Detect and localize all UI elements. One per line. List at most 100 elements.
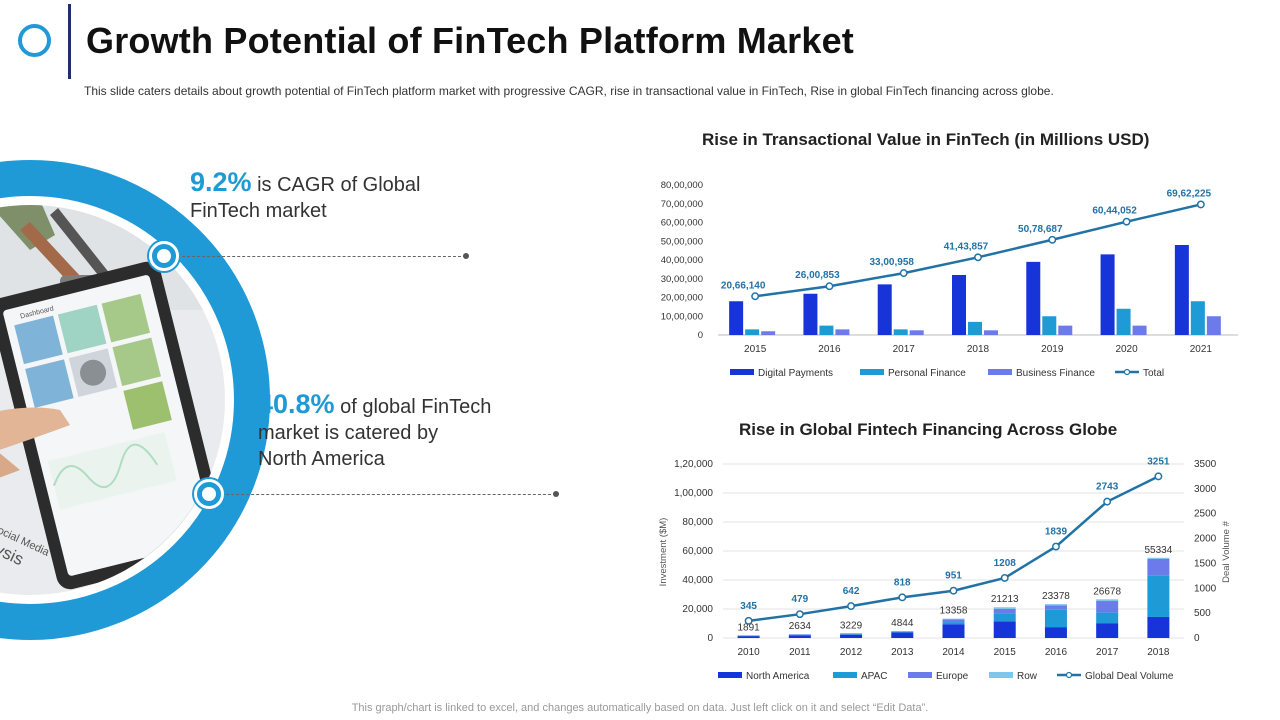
bar-north-america: [840, 634, 863, 638]
deal-volume-data-label: 951: [945, 571, 962, 582]
line-total-point: [1122, 217, 1131, 226]
x-tick-label: 2016: [1045, 647, 1068, 658]
bar-row: [993, 607, 1016, 609]
legend-label: Total: [1143, 368, 1164, 379]
legend-label: Digital Payments: [758, 368, 833, 379]
line-total-point: [1048, 235, 1057, 244]
bar-total-label: 4844: [891, 618, 914, 629]
x-tick-label: 2018: [967, 344, 990, 355]
bar-business-finance: [835, 329, 850, 335]
bar-north-america: [1044, 627, 1067, 638]
y-tick-label: 60,00,000: [661, 218, 703, 229]
legend-line-marker: [1065, 671, 1073, 679]
bar-business-finance: [909, 330, 924, 335]
callout-leader-2: [226, 494, 556, 495]
stat-cagr-value: 9.2%: [190, 167, 252, 197]
callout-node-1: [149, 241, 179, 271]
bar-total-label: 23378: [1042, 591, 1070, 602]
stat-na-text-3: North America: [258, 448, 385, 470]
y-tick-label: 10,00,000: [661, 311, 703, 322]
y-tick-label: 40,00,000: [661, 255, 703, 266]
y-tick-label: 20,00,000: [661, 293, 703, 304]
x-tick-label: 2017: [893, 344, 916, 355]
legend-line-marker: [1123, 368, 1131, 376]
chart2-title: Rise in Global Fintech Financing Across …: [739, 420, 1118, 439]
total-data-label: 60,44,052: [1092, 206, 1137, 217]
chart1-title: Rise in Transactional Value in FinTech (…: [702, 130, 1150, 149]
deal-volume-data-label: 1839: [1045, 527, 1068, 538]
line-deal-volume-point: [1051, 542, 1060, 551]
line-deal-volume-point: [1154, 472, 1163, 481]
x-tick-label: 2018: [1147, 647, 1170, 658]
callout-leader-end-2: [553, 491, 559, 497]
y-tick-label: 20,000: [682, 604, 713, 615]
legend-label: North America: [746, 671, 810, 682]
x-tick-label: 2021: [1190, 344, 1213, 355]
y-tick-label: 80,00,000: [661, 180, 703, 191]
x-tick-label: 2019: [1041, 344, 1064, 355]
bar-row: [942, 618, 965, 620]
line-deal-volume-point: [1103, 497, 1112, 506]
deal-volume-data-label: 642: [843, 586, 860, 597]
bar-europe: [891, 631, 914, 632]
bar-north-america: [1096, 623, 1119, 638]
stat-na-text-2: market is catered by: [258, 422, 439, 444]
x-tick-label: 2011: [789, 647, 811, 658]
bar-digital-payments: [877, 284, 892, 335]
callout-node-2: [194, 479, 224, 509]
bar-total-label: 26678: [1093, 586, 1121, 597]
bar-europe: [1147, 558, 1170, 576]
legend-swatch: [718, 672, 742, 678]
bar-total-label: 13358: [940, 606, 968, 617]
bar-apac: [942, 622, 965, 625]
line-deal-volume: [748, 475, 1159, 623]
bar-north-america: [788, 635, 811, 638]
callout-leader-1: [182, 256, 466, 257]
x-tick-label: 2012: [840, 647, 863, 658]
bar-europe: [1044, 605, 1067, 610]
total-data-label: 20,66,140: [721, 280, 766, 291]
bar-personal-finance: [1042, 316, 1057, 335]
legend-label: Europe: [936, 671, 969, 682]
y2-tick-label: 2500: [1194, 509, 1217, 520]
y2-tick-label: 0: [1194, 633, 1200, 644]
bar-business-finance: [1132, 325, 1147, 335]
deal-volume-data-label: 2743: [1096, 482, 1119, 493]
y-tick-label: 0: [707, 633, 713, 644]
line-total-point: [1196, 200, 1205, 209]
x-tick-label: 2020: [1115, 344, 1138, 355]
total-data-label: 41,43,857: [944, 241, 989, 252]
bar-apac: [1147, 575, 1170, 617]
y2-tick-label: 1500: [1194, 558, 1217, 569]
y2-tick-label: 2000: [1194, 534, 1217, 545]
bar-personal-finance: [968, 321, 982, 335]
legend-swatch: [988, 369, 1012, 375]
y-tick-label: 0: [698, 330, 703, 341]
y-axis-label: Investment ($M): [658, 518, 669, 587]
title-ring-icon: [18, 24, 51, 57]
line-deal-volume-point: [898, 593, 907, 602]
bar-apac: [891, 631, 914, 633]
bar-digital-payments: [952, 275, 966, 335]
line-total-point: [825, 282, 834, 291]
callout-leader-end-1: [463, 253, 469, 259]
bar-total-label: 1891: [737, 622, 760, 633]
y2-axis-label: Deal Volume #: [1221, 520, 1232, 583]
bar-total-label: 55334: [1144, 545, 1172, 556]
bar-personal-finance: [745, 329, 760, 335]
y-tick-label: 40,000: [682, 575, 713, 586]
deal-volume-data-label: 3251: [1147, 456, 1170, 467]
bar-europe: [993, 609, 1016, 614]
line-deal-volume-point: [1000, 573, 1009, 582]
title-divider: [68, 4, 71, 79]
bar-row: [1147, 557, 1170, 559]
bar-business-finance: [761, 331, 776, 335]
bar-row: [1044, 604, 1067, 606]
bar-digital-payments: [1026, 261, 1041, 335]
y2-tick-label: 1000: [1194, 583, 1217, 594]
y2-tick-label: 3000: [1194, 484, 1217, 495]
legend-swatch: [908, 672, 932, 678]
page-title: Growth Potential of FinTech Platform Mar…: [86, 20, 854, 61]
legend-swatch: [730, 369, 754, 375]
y-tick-label: 1,20,000: [674, 459, 713, 470]
